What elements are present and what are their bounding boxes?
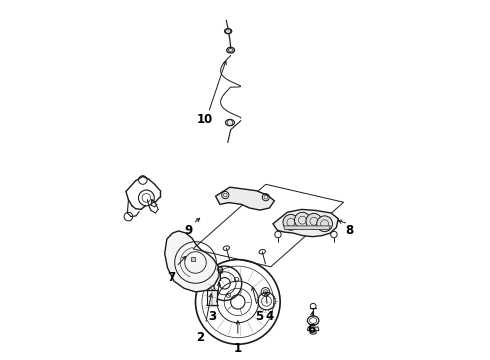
Ellipse shape (310, 330, 317, 334)
Text: 7: 7 (168, 271, 175, 284)
Text: 8: 8 (345, 224, 354, 238)
Circle shape (317, 216, 333, 231)
Circle shape (283, 215, 299, 230)
Ellipse shape (225, 120, 234, 126)
Polygon shape (165, 231, 219, 292)
Circle shape (306, 213, 322, 229)
Text: 6: 6 (307, 323, 316, 336)
Text: 2: 2 (196, 330, 204, 343)
Text: 4: 4 (265, 310, 273, 324)
Text: 5: 5 (255, 310, 264, 324)
Text: 1: 1 (234, 342, 242, 355)
Circle shape (294, 212, 310, 228)
Ellipse shape (227, 47, 235, 53)
Polygon shape (273, 210, 338, 237)
Polygon shape (307, 327, 319, 330)
Polygon shape (284, 226, 330, 229)
Text: 3: 3 (208, 310, 216, 323)
Text: 10: 10 (196, 113, 213, 126)
Ellipse shape (224, 29, 232, 34)
Polygon shape (191, 257, 195, 261)
Polygon shape (207, 291, 218, 305)
Text: 9: 9 (185, 224, 193, 238)
Polygon shape (216, 187, 274, 210)
